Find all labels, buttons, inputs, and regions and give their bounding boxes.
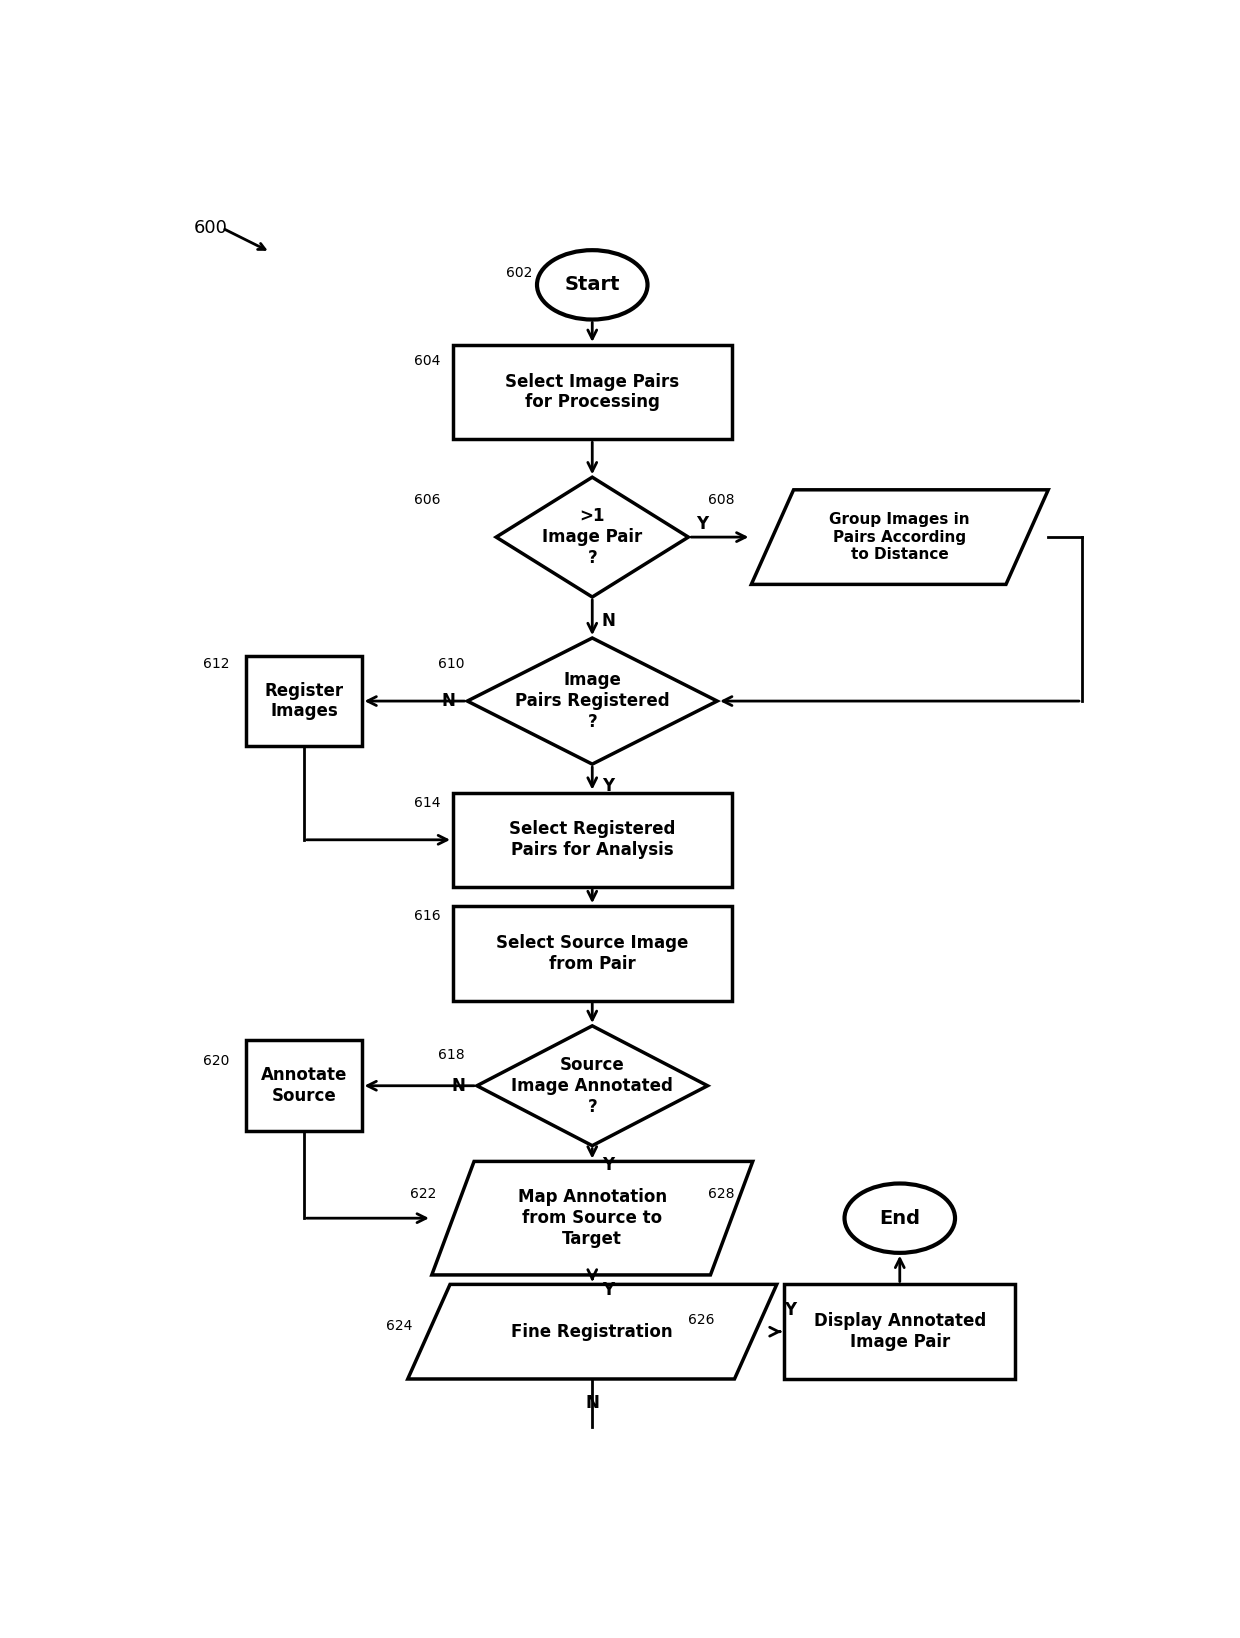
Ellipse shape bbox=[537, 251, 647, 319]
Polygon shape bbox=[247, 655, 362, 747]
Polygon shape bbox=[408, 1284, 776, 1379]
Text: Select Source Image
from Pair: Select Source Image from Pair bbox=[496, 934, 688, 973]
Text: 626: 626 bbox=[688, 1312, 714, 1327]
Text: 612: 612 bbox=[203, 657, 229, 672]
Text: Display Annotated
Image Pair: Display Annotated Image Pair bbox=[813, 1312, 986, 1351]
Polygon shape bbox=[432, 1161, 753, 1274]
Text: 618: 618 bbox=[439, 1048, 465, 1061]
Text: Y: Y bbox=[785, 1301, 796, 1319]
Text: N: N bbox=[585, 1394, 599, 1412]
Polygon shape bbox=[467, 637, 717, 765]
Text: 610: 610 bbox=[439, 657, 465, 672]
Polygon shape bbox=[751, 490, 1048, 585]
Text: Y: Y bbox=[601, 1156, 614, 1174]
Text: Fine Registration: Fine Registration bbox=[511, 1324, 673, 1340]
Text: >1
Image Pair
?: >1 Image Pair ? bbox=[542, 508, 642, 567]
Text: 620: 620 bbox=[203, 1055, 229, 1068]
Text: Source
Image Annotated
?: Source Image Annotated ? bbox=[511, 1057, 673, 1115]
Text: Select Registered
Pairs for Analysis: Select Registered Pairs for Analysis bbox=[510, 821, 676, 860]
Polygon shape bbox=[785, 1284, 1016, 1379]
Text: N: N bbox=[441, 693, 456, 709]
Text: Y: Y bbox=[601, 776, 614, 794]
Polygon shape bbox=[496, 477, 688, 596]
Text: N: N bbox=[601, 613, 616, 631]
Text: Register
Images: Register Images bbox=[264, 681, 343, 721]
Polygon shape bbox=[477, 1025, 708, 1145]
Text: Group Images in
Pairs According
to Distance: Group Images in Pairs According to Dista… bbox=[830, 513, 970, 562]
Text: N: N bbox=[451, 1076, 465, 1094]
Polygon shape bbox=[453, 906, 732, 1001]
Text: 602: 602 bbox=[506, 265, 532, 280]
Text: Image
Pairs Registered
?: Image Pairs Registered ? bbox=[515, 672, 670, 731]
Polygon shape bbox=[453, 344, 732, 439]
Text: 616: 616 bbox=[414, 909, 441, 924]
Text: 628: 628 bbox=[708, 1186, 734, 1201]
Polygon shape bbox=[247, 1040, 362, 1132]
Text: 624: 624 bbox=[386, 1319, 412, 1333]
Polygon shape bbox=[453, 793, 732, 888]
Text: Start: Start bbox=[564, 275, 620, 295]
Text: Annotate
Source: Annotate Source bbox=[260, 1066, 347, 1106]
Ellipse shape bbox=[844, 1184, 955, 1253]
Text: 604: 604 bbox=[414, 354, 441, 369]
Text: Select Image Pairs
for Processing: Select Image Pairs for Processing bbox=[505, 373, 680, 411]
Text: 600: 600 bbox=[193, 219, 227, 238]
Text: End: End bbox=[879, 1209, 920, 1227]
Text: Y: Y bbox=[696, 516, 708, 534]
Text: 606: 606 bbox=[414, 493, 441, 506]
Text: 608: 608 bbox=[708, 493, 734, 506]
Text: 622: 622 bbox=[409, 1186, 436, 1201]
Text: Y: Y bbox=[601, 1281, 614, 1299]
Text: 614: 614 bbox=[414, 796, 441, 809]
Text: Map Annotation
from Source to
Target: Map Annotation from Source to Target bbox=[517, 1189, 667, 1248]
